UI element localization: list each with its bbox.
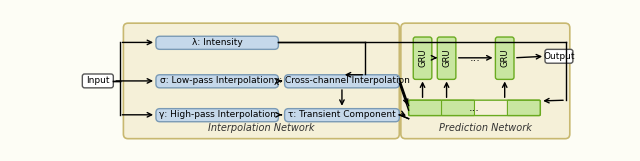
FancyBboxPatch shape	[401, 23, 570, 139]
FancyBboxPatch shape	[156, 75, 278, 88]
FancyBboxPatch shape	[408, 100, 442, 116]
FancyBboxPatch shape	[285, 75, 399, 88]
FancyBboxPatch shape	[442, 100, 474, 116]
Text: Interpolation Network: Interpolation Network	[208, 123, 315, 133]
Text: Input: Input	[86, 76, 109, 85]
Text: Output: Output	[543, 52, 575, 61]
Text: Prediction Network: Prediction Network	[439, 123, 532, 133]
Text: GRU: GRU	[442, 49, 451, 67]
Text: γ: High-pass Interpolation: γ: High-pass Interpolation	[159, 110, 276, 119]
Text: ...: ...	[469, 103, 480, 113]
FancyBboxPatch shape	[495, 37, 514, 79]
Text: GRU: GRU	[418, 49, 427, 67]
FancyBboxPatch shape	[156, 36, 278, 49]
FancyBboxPatch shape	[545, 49, 573, 63]
Text: λ: Intensity: λ: Intensity	[192, 38, 243, 47]
FancyBboxPatch shape	[156, 109, 278, 122]
FancyBboxPatch shape	[124, 23, 399, 139]
FancyBboxPatch shape	[285, 109, 399, 122]
FancyBboxPatch shape	[413, 37, 432, 79]
Text: σ: Low-pass Interpolation: σ: Low-pass Interpolation	[160, 76, 274, 85]
Text: τ: Transient Component: τ: Transient Component	[288, 110, 396, 119]
Text: GRU: GRU	[500, 49, 509, 67]
FancyBboxPatch shape	[83, 74, 113, 88]
Text: χ: Cross-channel Interpolation: χ: Cross-channel Interpolation	[274, 76, 410, 85]
FancyBboxPatch shape	[508, 100, 540, 116]
FancyBboxPatch shape	[437, 37, 456, 79]
Text: ...: ...	[470, 53, 481, 63]
